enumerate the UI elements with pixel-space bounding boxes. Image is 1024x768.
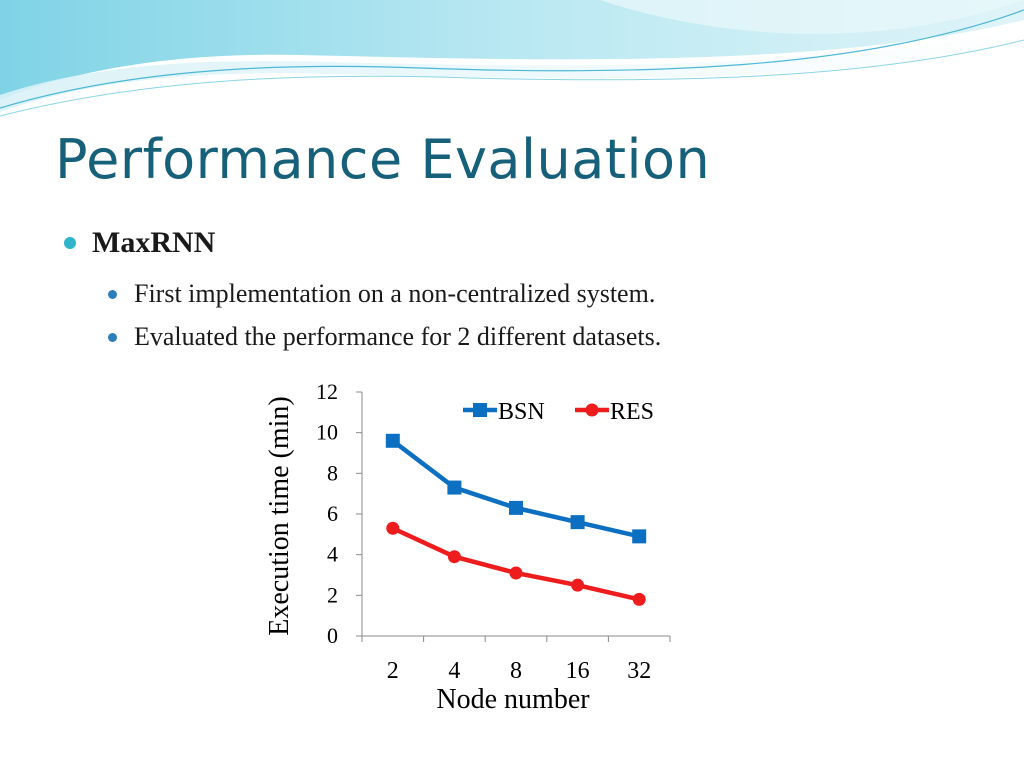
y-tick-label: 10 [316,420,338,445]
line-chart: 0 2 4 6 8 10 12 2 4 8 16 32 Node number Execution tim… [264,379,671,715]
data-point-bsn [509,500,523,515]
header-wave-decoration [0,0,1024,117]
slide-title: Performance Evaluation [55,128,711,191]
y-tick-label: 2 [327,582,338,607]
sub-bullet-text: Evaluated the performance for 2 differen… [134,322,662,351]
sub-bullet-1: First implementation on a non-centralize… [108,279,655,309]
data-point-res [386,521,400,535]
legend-label: BSN [498,399,545,425]
x-tick-label: 32 [627,658,651,684]
data-point-res [509,566,523,580]
data-point-res [632,592,646,606]
data-point-bsn [570,515,585,530]
legend-label: RES [610,399,654,425]
x-tick-label: 16 [566,658,590,684]
sub-bullet-2: Evaluated the performance for 2 differen… [108,322,661,352]
data-point-bsn [447,480,462,495]
x-tick-label: 4 [448,658,460,684]
bullet-dot [64,237,76,249]
series-line-bsn [391,439,640,539]
sub-bullet-dot [108,332,117,342]
y-tick-label: 0 [327,623,338,648]
x-tick-label: 8 [510,658,522,684]
y-axis-title: Execution time (min) [264,396,295,636]
x-axis-title: Node number [436,684,590,715]
bullet-maxrnn: MaxRNN [64,226,215,260]
sub-bullet-text: First implementation on a non-centralize… [134,279,656,308]
legend-swatch-marker [473,403,487,417]
sub-bullet-dot [108,289,117,299]
y-tick-label: 6 [327,501,338,526]
data-point-bsn [632,529,647,544]
y-tick-label: 8 [327,460,338,485]
legend-swatch-marker [585,403,599,417]
series-line-res [391,526,640,602]
bullet-label: MaxRNN [92,226,216,259]
data-point-res [447,550,461,564]
y-tick-label: 4 [327,542,338,567]
data-point-bsn [385,433,400,448]
data-point-res [571,578,585,592]
x-tick-label: 2 [387,658,399,684]
y-tick-label: 12 [316,379,338,404]
